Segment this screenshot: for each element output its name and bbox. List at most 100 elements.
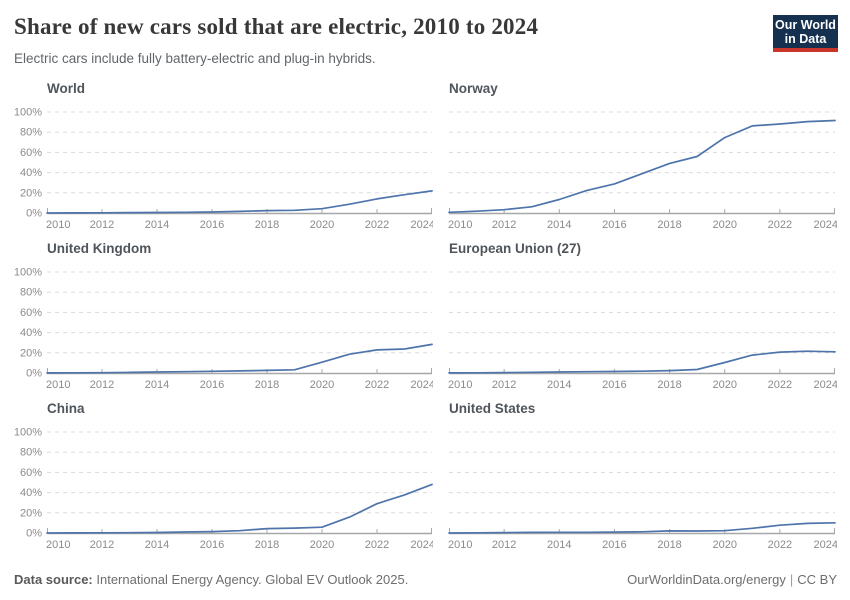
- gridlines: [47, 271, 432, 354]
- svg-text:2022: 2022: [768, 379, 792, 391]
- owid-logo[interactable]: Our World in Data: [773, 15, 838, 52]
- gridlines: [449, 111, 835, 194]
- footer-source-label: Data source:: [14, 571, 93, 587]
- facet-chart-china: 0%20%40%60%80%100%2010 2012 2014 2016 2018 20…: [14, 427, 433, 552]
- facet-title-united-kingdom: United Kingdom: [47, 241, 152, 256]
- svg-text:2020: 2020: [310, 379, 334, 391]
- svg-text:2010: 2010: [448, 539, 472, 551]
- svg-text:40%: 40%: [20, 327, 42, 339]
- svg-text:2010: 2010: [448, 379, 472, 391]
- svg-text:2012: 2012: [492, 539, 516, 551]
- svg-text:2024: 2024: [411, 379, 433, 391]
- owid-logo-text: Our World in Data: [775, 18, 836, 46]
- facet-title-norway: Norway: [449, 81, 498, 96]
- gridlines: [449, 271, 835, 354]
- y-axis-labels: 0% 20% 40% 60% 80% 100%: [14, 267, 42, 380]
- x-axis: 2010 2012 2014 2016 2018 2020 2022 2024: [46, 528, 433, 551]
- svg-text:2020: 2020: [310, 219, 334, 231]
- svg-text:2020: 2020: [712, 219, 736, 231]
- footer-source: Data source: International Energy Agency…: [14, 572, 408, 587]
- svg-text:2016: 2016: [602, 219, 626, 231]
- svg-text:2024: 2024: [411, 539, 433, 551]
- svg-text:0%: 0%: [26, 208, 42, 220]
- svg-text:2024: 2024: [814, 219, 837, 231]
- footer-license: CC BY: [797, 571, 837, 587]
- series-line-united-kingdom: [46, 343, 433, 374]
- svg-text:20%: 20%: [20, 347, 42, 359]
- svg-text:2018: 2018: [657, 219, 681, 231]
- svg-text:80%: 80%: [20, 287, 42, 299]
- svg-text:2012: 2012: [90, 379, 114, 391]
- svg-text:2018: 2018: [255, 219, 279, 231]
- svg-text:2020: 2020: [712, 539, 736, 551]
- owid-logo-accent-bar: [773, 48, 838, 52]
- svg-text:2022: 2022: [768, 219, 792, 231]
- svg-text:0%: 0%: [26, 368, 42, 380]
- series-line-china: [46, 483, 433, 534]
- svg-text:2012: 2012: [90, 219, 114, 231]
- svg-text:2018: 2018: [657, 539, 681, 551]
- page-title: Share of new cars sold that are electric…: [14, 14, 539, 39]
- svg-text:2010: 2010: [46, 539, 70, 551]
- facet-chart-united-kingdom: 0%20%40%60%80%100%2010 2012 2014 2016 2018 20…: [14, 267, 433, 392]
- svg-text:2016: 2016: [200, 379, 224, 391]
- svg-text:60%: 60%: [20, 467, 42, 479]
- footer-attribution: OurWorldinData.org/energy | CC BY: [627, 572, 837, 587]
- x-axis: 2010 2012 2014 2016 2018 2020 2022 2024: [448, 368, 837, 391]
- svg-text:20%: 20%: [20, 187, 42, 199]
- svg-text:2022: 2022: [365, 539, 389, 551]
- x-axis: 2010 2012 2014 2016 2018 2020 2022 2024: [46, 368, 433, 391]
- svg-text:40%: 40%: [20, 487, 42, 499]
- facet-chart-norway: 2010 2012 2014 2016 2018 2020 2022 2024: [448, 111, 837, 231]
- facet-title-european-union-27: European Union (27): [449, 241, 582, 256]
- svg-text:2016: 2016: [602, 379, 626, 391]
- facet-chart-united-states: 2010 2012 2014 2016 2018 2020 2022 2024: [448, 431, 837, 551]
- owid-logo-line2: in Data: [784, 31, 827, 46]
- svg-text:80%: 80%: [20, 127, 42, 139]
- svg-text:2018: 2018: [657, 379, 681, 391]
- x-axis: 2010 2012 2014 2016 2018 2020 2022 2024: [448, 528, 837, 551]
- page-subtitle: Electric cars include fully battery-elec…: [14, 51, 376, 66]
- svg-text:2022: 2022: [365, 379, 389, 391]
- svg-text:2024: 2024: [814, 379, 837, 391]
- series-line-european-union-27: [448, 350, 836, 374]
- svg-text:2010: 2010: [448, 219, 472, 231]
- facet-united-states: United States 2010 2012 2014 2016 2018 2020 202…: [445, 398, 837, 558]
- svg-text:100%: 100%: [14, 427, 42, 439]
- facet-chart-european-union-27: 2010 2012 2014 2016 2018 2020 2022 2024: [448, 271, 837, 391]
- gridlines: [47, 431, 432, 514]
- facet-title-united-states: United States: [449, 401, 536, 416]
- footer-divider: |: [789, 571, 794, 587]
- footer-link[interactable]: OurWorldinData.org/energy: [627, 571, 786, 587]
- footer: Data source: International Energy Agency…: [14, 568, 837, 590]
- svg-text:2012: 2012: [90, 539, 114, 551]
- svg-text:2014: 2014: [547, 379, 571, 391]
- y-axis-labels: 0% 20% 40% 60% 80% 100%: [14, 427, 42, 540]
- svg-text:2012: 2012: [492, 219, 516, 231]
- owid-logo-line1: Our World: [775, 17, 836, 32]
- svg-text:60%: 60%: [20, 307, 42, 319]
- facet-china: China 0% 20% 40% 60% 80% 100% 2010 2012 2014 2016 2…: [9, 398, 433, 558]
- svg-text:40%: 40%: [20, 167, 42, 179]
- svg-text:2014: 2014: [145, 219, 169, 231]
- svg-text:2014: 2014: [145, 379, 169, 391]
- svg-text:2024: 2024: [411, 219, 433, 231]
- svg-text:2014: 2014: [547, 539, 571, 551]
- gridlines: [449, 431, 835, 514]
- svg-text:2022: 2022: [768, 539, 792, 551]
- x-axis: 2010 2012 2014 2016 2018 2020 2022 2024: [448, 208, 837, 231]
- svg-text:2018: 2018: [255, 379, 279, 391]
- svg-text:60%: 60%: [20, 147, 42, 159]
- facet-chart-world: 0% 20% 40% 60% 80% 100% 2010 2012 2014 2016 2018 20…: [14, 107, 433, 232]
- svg-text:2020: 2020: [712, 379, 736, 391]
- footer-source-text: International Energy Agency. Global EV O…: [92, 571, 409, 587]
- svg-text:2012: 2012: [492, 379, 516, 391]
- svg-text:2010: 2010: [46, 219, 70, 231]
- svg-text:100%: 100%: [14, 267, 42, 279]
- svg-text:2018: 2018: [255, 539, 279, 551]
- svg-text:2022: 2022: [365, 219, 389, 231]
- facet-title-world: World: [47, 81, 85, 96]
- facet-norway: Norway 2010 2012 2014 2016 2018 2020 2022 2024: [445, 78, 837, 238]
- y-axis-labels: 0% 20% 40% 60% 80% 100%: [14, 107, 42, 220]
